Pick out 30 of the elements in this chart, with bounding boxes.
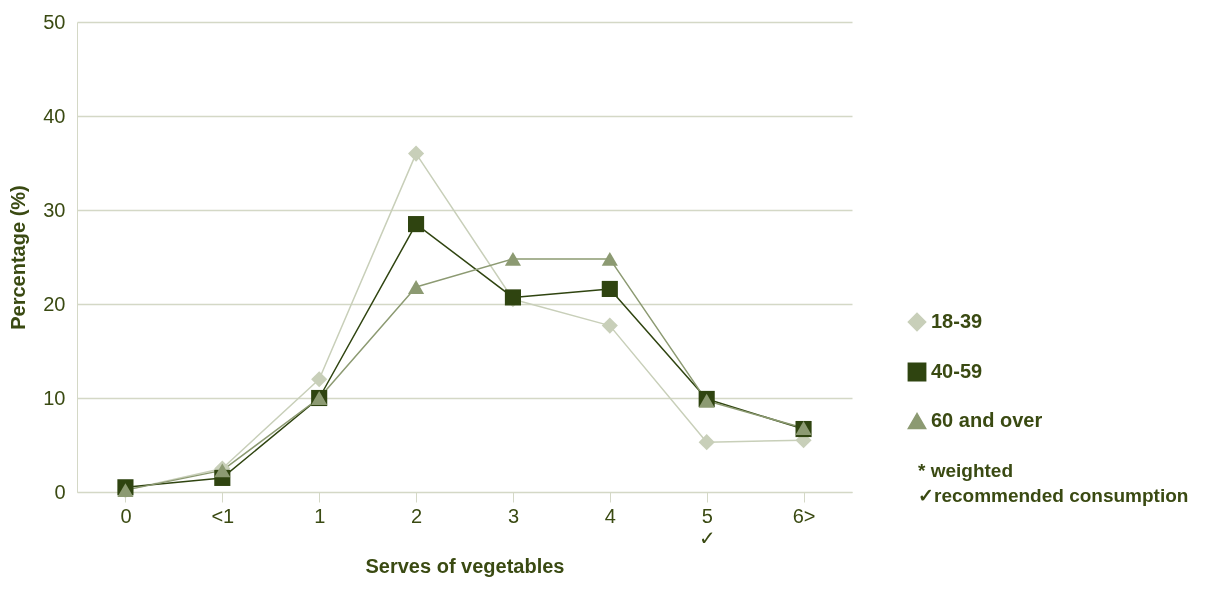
y-tick-label: 50 [43, 10, 66, 33]
y-axis-title: Percentage (%) [7, 185, 30, 330]
text: ✓recommended consumption [918, 484, 1189, 508]
point [311, 371, 328, 388]
x-tick-label: 5 ✓ [698, 504, 716, 549]
x-tick-label: 6> [792, 504, 816, 527]
point [408, 280, 425, 295]
point [698, 434, 715, 451]
x-tick-label: <1 [211, 504, 235, 527]
point [504, 251, 521, 266]
point [408, 216, 425, 233]
y-tick-label: 40 [43, 104, 66, 127]
x-tick-label: 4 [604, 504, 616, 527]
x-axis-title: Serves of vegetables [365, 554, 565, 577]
point [408, 145, 425, 162]
y-tick-label: 20 [43, 292, 66, 315]
y-tick-label: 30 [43, 198, 66, 221]
x-tick-label: 2 [411, 504, 423, 527]
y-tick-label: 10 [43, 386, 66, 409]
point [601, 251, 618, 266]
x-tick-label: 0 [120, 504, 132, 527]
legend-label: 40-59 [931, 360, 983, 382]
x-tick-label: 3 [507, 504, 519, 527]
point [601, 317, 618, 334]
point [601, 280, 618, 298]
legend-label: 60 and over [931, 409, 1043, 431]
legend-label: 18-39 [931, 310, 983, 332]
x-tick-label: 1 [314, 504, 326, 527]
y-tick-label: 0 [54, 480, 66, 503]
text: * weighted [918, 459, 1014, 483]
